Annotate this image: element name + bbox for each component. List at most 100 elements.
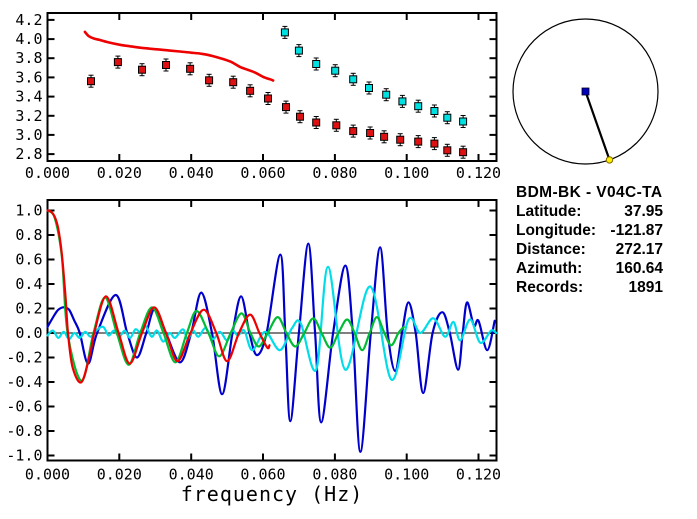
- measurement-square: [205, 76, 214, 85]
- measurement-square: [443, 113, 452, 122]
- y-tick-label: -0.8: [6, 422, 42, 440]
- longitude-value: -121.87: [610, 222, 663, 239]
- measurement-square: [443, 146, 452, 155]
- x-axis-title: frequency (Hz): [180, 482, 364, 506]
- x-tick-label: 0.100: [384, 466, 429, 484]
- measurement-square: [382, 90, 391, 99]
- longitude-label: Longitude:: [516, 222, 597, 239]
- x-tick-label: 0.000: [25, 466, 70, 484]
- measurement-square: [365, 84, 373, 92]
- measurement-square: [229, 78, 238, 87]
- measurement-square: [138, 65, 146, 74]
- plot-frame: [46, 12, 498, 162]
- measurement-square: [280, 28, 289, 37]
- measurement-square: [430, 139, 439, 148]
- series-group: [83, 25, 468, 159]
- measurement-square: [366, 129, 375, 137]
- plot-frame: [46, 199, 498, 462]
- measurement-square: [264, 94, 272, 103]
- measurement-square: [331, 66, 340, 75]
- x-tick-label: 0.000: [25, 164, 70, 182]
- x-tick-label: 0.120: [456, 466, 501, 484]
- measurement-square: [282, 103, 290, 112]
- measurement-square: [414, 102, 423, 111]
- y-tick-label: 0.2: [15, 300, 42, 318]
- y-tick-label: 3.4: [15, 88, 42, 106]
- measurement-square: [294, 46, 303, 55]
- info-row-azimuth: Azimuth: 160.64: [516, 259, 663, 278]
- measurement-square: [430, 107, 439, 115]
- measurement-square: [186, 64, 195, 73]
- info-row-records: Records: 1891: [516, 278, 663, 297]
- y-tick-label: 0.6: [15, 251, 42, 269]
- series-overtone-measurements: [280, 25, 468, 128]
- series-windowed-correlation-red: [46, 209, 271, 384]
- x-tick-label: 0.040: [169, 164, 214, 182]
- y-tick-label: 3.0: [15, 126, 42, 144]
- dispersion-plot: 0.000 0.020 0.040 0.060 0.080 0.100 0.1202.83.…: [15, 11, 501, 182]
- y-tick-label: 0.8: [15, 226, 42, 244]
- x-tick-label: 0.100: [384, 164, 429, 182]
- measurement-square: [398, 97, 407, 106]
- series-predicted-phase-velocity-curve: [83, 30, 275, 82]
- y-tick-label: 0.0: [15, 324, 42, 342]
- source-station-dot: [581, 87, 590, 96]
- distance-label: Distance:: [516, 241, 586, 258]
- y-tick-label: -1.0: [6, 447, 42, 465]
- measurement-square: [312, 118, 321, 127]
- x-tick-label: 0.060: [240, 164, 285, 182]
- y-tick-label: 2.8: [15, 145, 42, 163]
- series-synthetic-correlation-green: [46, 209, 405, 382]
- x-tick-label: 0.080: [312, 466, 357, 484]
- y-tick-label: -0.4: [6, 373, 42, 391]
- y-tick-label: 4.0: [15, 30, 42, 48]
- measurement-square: [162, 61, 170, 69]
- x-tick-label: 0.120: [456, 164, 501, 182]
- measurement-square: [459, 117, 468, 126]
- distance-value: 272.17: [615, 241, 663, 258]
- y-tick-label: 1.0: [15, 202, 42, 220]
- series-stacked-cross-correlation-navy: [46, 242, 496, 453]
- y-tick-label: 3.6: [15, 68, 42, 86]
- records-label: Records:: [516, 279, 584, 296]
- measurement-square: [380, 132, 389, 141]
- info-row-distance: Distance: 272.17: [516, 240, 663, 259]
- series-group: [46, 209, 498, 453]
- correlation-waveform-plot: 0.000 0.020 0.040 0.060 0.080 0.100 0.120 -1.0 -…: [6, 199, 501, 484]
- x-tick-label: 0.060: [240, 466, 285, 484]
- x-tick-label: 0.020: [97, 164, 142, 182]
- y-tick-label: 3.8: [15, 49, 42, 67]
- measurement-square: [246, 86, 255, 95]
- x-tick-label: 0.020: [97, 466, 142, 484]
- bottom-plot-area[interactable]: [48, 200, 497, 461]
- measurement-square: [396, 135, 405, 144]
- measurement-square: [332, 121, 341, 130]
- y-tick-label: -0.2: [6, 349, 42, 367]
- x-tick-label: 0.080: [312, 164, 357, 182]
- measurement-square: [296, 112, 304, 121]
- axis-ticks: [46, 200, 497, 461]
- measurement-square: [113, 58, 122, 67]
- measurement-square: [349, 75, 358, 84]
- series-fundamental-mode-measurements: [87, 55, 468, 159]
- x-tick-label: 0.040: [169, 466, 214, 484]
- latitude-value: 37.95: [624, 203, 663, 220]
- top-plot-area[interactable]: [48, 13, 497, 161]
- y-tick-label: -0.6: [6, 398, 42, 416]
- info-row-latitude: Latitude: 37.95: [516, 202, 663, 221]
- measurement-square: [349, 127, 358, 136]
- measurement-square: [414, 137, 423, 146]
- measurement-square: [312, 60, 321, 68]
- measurement-square: [87, 77, 95, 86]
- azimuth-circle-diagram: [512, 18, 659, 165]
- y-tick-label: 0.4: [15, 275, 42, 293]
- azimuth-line: [584, 91, 611, 161]
- info-row-longitude: Longitude: -121.87: [516, 221, 663, 240]
- station-info-panel: BDM-BK - V04C-TA Latitude: 37.95 Longitu…: [516, 183, 663, 297]
- y-tick-label: 4.2: [15, 11, 42, 29]
- series-observed-correlation-cyan: [46, 265, 498, 381]
- axis-ticks: [46, 13, 497, 161]
- latitude-label: Latitude:: [516, 203, 582, 220]
